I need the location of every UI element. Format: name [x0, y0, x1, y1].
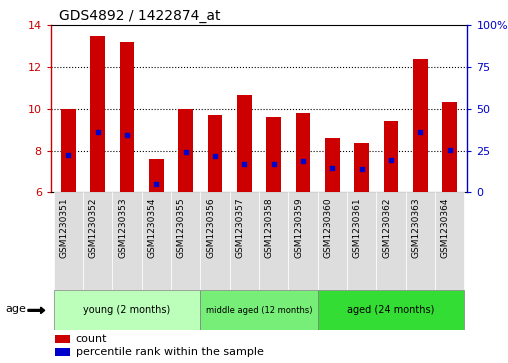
Bar: [61, 109, 76, 192]
Bar: [347, 192, 376, 290]
Bar: [201, 290, 318, 330]
Bar: [171, 192, 201, 290]
Bar: [90, 36, 105, 192]
Text: age: age: [5, 303, 26, 314]
Bar: [149, 159, 164, 192]
Text: GSM1230352: GSM1230352: [89, 197, 98, 258]
Bar: [55, 348, 70, 356]
Bar: [237, 95, 252, 192]
Text: GSM1230359: GSM1230359: [294, 197, 303, 258]
Bar: [318, 290, 464, 330]
Text: GSM1230358: GSM1230358: [265, 197, 274, 258]
Bar: [435, 192, 464, 290]
Text: percentile rank within the sample: percentile rank within the sample: [76, 347, 264, 358]
Text: GSM1230356: GSM1230356: [206, 197, 215, 258]
Bar: [289, 192, 318, 290]
Text: GSM1230351: GSM1230351: [59, 197, 69, 258]
Text: GSM1230363: GSM1230363: [411, 197, 421, 258]
Bar: [318, 192, 347, 290]
Bar: [355, 143, 369, 192]
Bar: [413, 59, 428, 192]
Bar: [178, 109, 193, 192]
Text: GSM1230361: GSM1230361: [353, 197, 362, 258]
Bar: [142, 192, 171, 290]
Text: aged (24 months): aged (24 months): [347, 305, 435, 315]
Bar: [259, 192, 289, 290]
Text: GSM1230355: GSM1230355: [177, 197, 186, 258]
Bar: [201, 192, 230, 290]
Bar: [208, 115, 223, 192]
Text: GSM1230364: GSM1230364: [441, 197, 450, 258]
Bar: [296, 113, 310, 192]
Bar: [406, 192, 435, 290]
Text: GSM1230357: GSM1230357: [235, 197, 244, 258]
Text: middle aged (12 months): middle aged (12 months): [206, 306, 312, 315]
Text: GSM1230362: GSM1230362: [382, 197, 391, 258]
Bar: [120, 42, 135, 192]
Text: count: count: [76, 334, 107, 344]
Bar: [230, 192, 259, 290]
Text: GSM1230354: GSM1230354: [147, 197, 156, 258]
Bar: [442, 102, 457, 192]
Text: GSM1230353: GSM1230353: [118, 197, 127, 258]
Bar: [83, 192, 112, 290]
Text: GSM1230360: GSM1230360: [324, 197, 332, 258]
Bar: [384, 121, 398, 192]
Bar: [54, 290, 201, 330]
Bar: [325, 138, 340, 192]
Bar: [266, 117, 281, 192]
Text: young (2 months): young (2 months): [83, 305, 171, 315]
Bar: [55, 335, 70, 343]
Bar: [54, 192, 83, 290]
Bar: [112, 192, 142, 290]
Text: GDS4892 / 1422874_at: GDS4892 / 1422874_at: [59, 9, 220, 23]
Bar: [376, 192, 406, 290]
